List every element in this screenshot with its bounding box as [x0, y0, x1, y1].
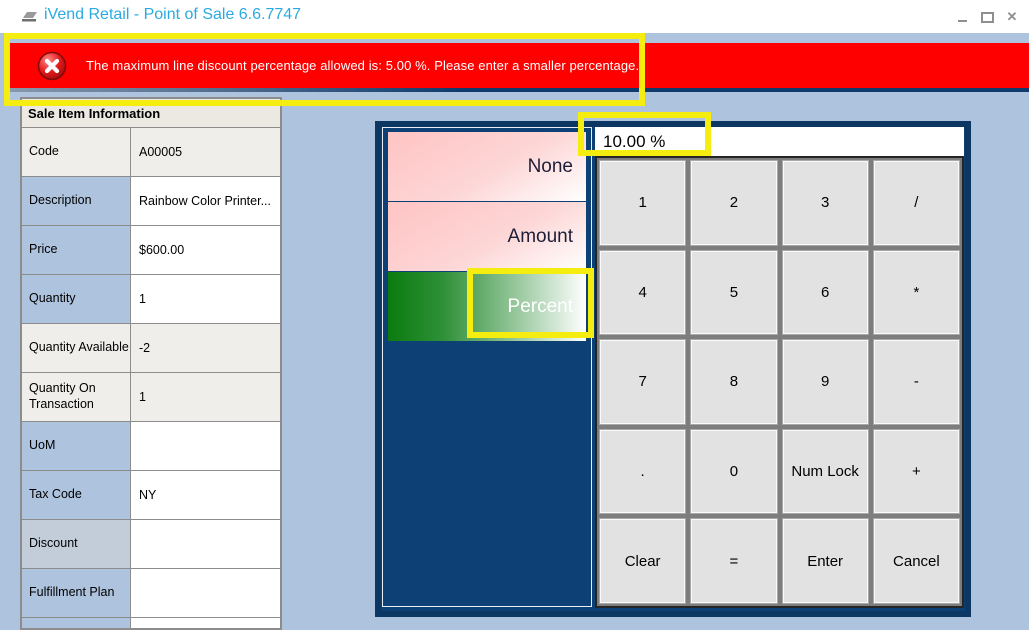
row-value: [131, 569, 280, 617]
row-label: Code: [22, 128, 131, 176]
table-row: Tax Code NY: [22, 471, 280, 520]
row-label: Price: [22, 226, 131, 274]
close-button[interactable]: ✕: [1006, 9, 1018, 24]
row-value: 1: [131, 275, 280, 323]
row-value: [131, 520, 280, 568]
keypad-key-num-lock[interactable]: Num Lock: [781, 428, 869, 515]
row-label: Quantity Available: [22, 324, 131, 372]
keypad-key-8[interactable]: 8: [690, 339, 778, 425]
sale-item-table: Sale Item Information Code A00005 Descript…: [20, 97, 282, 630]
maximize-icon: [980, 11, 994, 23]
app-icon: [21, 9, 39, 25]
minimize-button[interactable]: [955, 11, 969, 23]
error-icon: [37, 51, 67, 81]
table-row: Price $600.00: [22, 226, 280, 275]
discount-type-box: None Amount Percent: [382, 127, 592, 607]
window-controls: ✕: [955, 9, 1019, 24]
keypad-key-enter[interactable]: Enter: [781, 518, 869, 604]
discount-type-amount-button[interactable]: Amount: [388, 202, 586, 271]
keypad-key-1[interactable]: 1: [599, 160, 687, 246]
keypad-key-divide[interactable]: /: [872, 160, 960, 246]
keypad-key-minus[interactable]: -: [872, 339, 960, 425]
table-row: Quantity Available -2: [22, 324, 280, 373]
keypad-key-clear[interactable]: Clear: [599, 518, 687, 604]
discount-type-none-button[interactable]: None: [388, 132, 586, 201]
keypad-key-9[interactable]: 9: [781, 339, 869, 425]
keypad-block: 10.00 % 1 2 3/ 4 5 6 * 7 8 9-. 0 Num Lock + Clear = Ent…: [595, 127, 964, 608]
keypad-key-6[interactable]: 6: [781, 249, 869, 336]
row-label: [22, 618, 131, 628]
minimize-icon: [957, 19, 967, 22]
keypad-key-0[interactable]: 0: [690, 428, 778, 515]
row-value: NY: [131, 471, 280, 519]
row-label: Quantity On Transaction: [22, 373, 131, 421]
row-value: [131, 422, 280, 470]
keypad-key-3[interactable]: 3: [781, 160, 869, 246]
table-row: Code A00005: [22, 128, 280, 177]
table-row: Description Rainbow Color Printer...: [22, 177, 280, 226]
row-label: Fulfillment Plan: [22, 569, 131, 617]
row-value: $600.00: [131, 226, 280, 274]
discount-type-percent-button[interactable]: Percent: [388, 272, 586, 341]
row-value: A00005: [131, 128, 280, 176]
keypad-key-dot[interactable]: .: [599, 428, 687, 515]
keypad-key-5[interactable]: 5: [690, 249, 778, 336]
row-value: 1: [131, 373, 280, 421]
row-label: Discount: [22, 520, 131, 568]
table-row: Discount: [22, 520, 280, 569]
sale-item-rows: Code A00005 Description Rainbow Color Print…: [22, 128, 280, 628]
table-row: Quantity On Transaction 1: [22, 373, 280, 422]
table-row: UoM: [22, 422, 280, 471]
keypad-key-7[interactable]: 7: [599, 339, 687, 425]
banner-underline: [10, 88, 1029, 92]
keypad-key-2[interactable]: 2: [690, 160, 778, 246]
keypad-key-cancel[interactable]: Cancel: [872, 518, 960, 604]
row-label: UoM: [22, 422, 131, 470]
table-row: [22, 618, 280, 628]
maximize-button[interactable]: [980, 11, 994, 23]
error-banner: The maximum line discount percentage all…: [10, 43, 1029, 88]
keypad-key-4[interactable]: 4: [599, 249, 687, 336]
keypad-key-plus[interactable]: +: [872, 428, 960, 515]
titlebar: iVend Retail - Point of Sale 6.6.7747 ✕: [0, 0, 1029, 33]
table-header: Sale Item Information: [22, 99, 280, 128]
row-label: Quantity: [22, 275, 131, 323]
row-label: Tax Code: [22, 471, 131, 519]
keypad-key-equals[interactable]: =: [690, 518, 778, 604]
table-row: Quantity 1: [22, 275, 280, 324]
error-message: The maximum line discount percentage all…: [86, 58, 640, 73]
keypad: 1 2 3/ 4 5 6 * 7 8 9-. 0 Num Lock + Clear = Enter Cancel: [595, 156, 964, 608]
discount-panel: None Amount Percent 10.00 % 1 2 3/ 4 5 6 * 7 8 9-…: [375, 121, 971, 617]
row-value: Rainbow Color Printer...: [131, 177, 280, 225]
row-value: [131, 618, 280, 628]
keypad-key-multiply[interactable]: *: [872, 249, 960, 336]
row-value: -2: [131, 324, 280, 372]
discount-input[interactable]: 10.00 %: [595, 127, 964, 156]
table-row: Fulfillment Plan: [22, 569, 280, 618]
window-title: iVend Retail - Point of Sale 6.6.7747: [44, 6, 302, 23]
row-label: Description: [22, 177, 131, 225]
